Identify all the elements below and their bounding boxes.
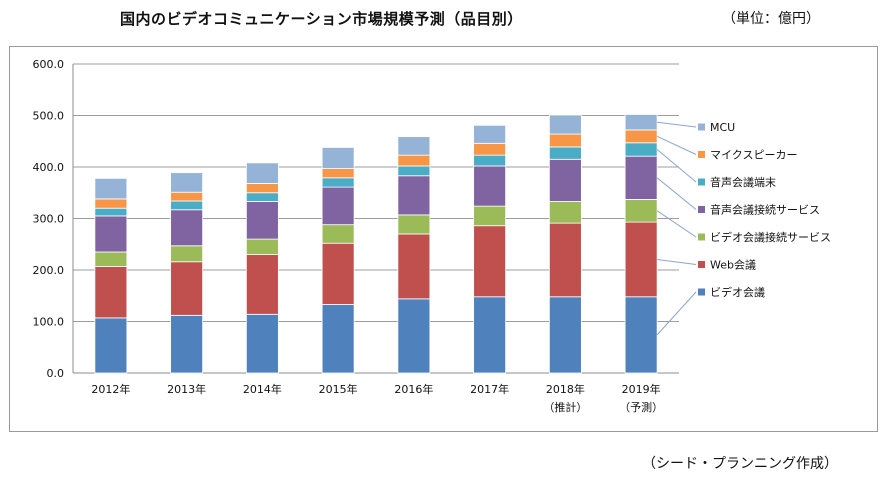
bar-segment [94, 207, 128, 217]
unit-label: （単位：億円） [722, 11, 820, 27]
bar-segment [473, 142, 507, 156]
bar-segment [397, 175, 431, 216]
bar-segment [321, 304, 355, 374]
bar-segment [94, 215, 128, 253]
stacked-bar-chart: 0.0 100.0 200.0 300.0 400.0 500.0 600.0 2012年 20… [33, 58, 832, 414]
bar-segment [170, 209, 204, 247]
bar-segment [170, 314, 204, 374]
bar-segment [170, 245, 204, 263]
bar-segment [245, 313, 279, 374]
bar-segment [624, 142, 658, 157]
legend-leader-line [656, 177, 697, 210]
x-tick-label: 2013年 [167, 382, 206, 396]
bar-segment [321, 147, 355, 169]
bar-segment [245, 254, 279, 315]
bar-segment [94, 317, 128, 374]
legend-swatch [698, 151, 705, 158]
bar-segment [624, 114, 658, 131]
bar-segment [548, 133, 582, 148]
bar-segment [473, 296, 507, 374]
legend-swatch [698, 178, 705, 186]
bar-segment [245, 201, 279, 240]
bar-segment [473, 205, 507, 227]
legend-swatch [698, 123, 705, 131]
y-tick-label: 600.0 [33, 58, 65, 71]
bar-segment [397, 298, 431, 374]
bar-segment [321, 224, 355, 244]
legend-leader-line [656, 291, 697, 336]
chart-title: 国内のビデオコミュニケーション市場規模予測（品目別） [120, 10, 523, 28]
bar-segment [170, 191, 204, 202]
bar-segment [548, 158, 582, 202]
bar-segment [397, 214, 431, 235]
y-tick-label: 0.0 [47, 367, 65, 380]
bar-segment [473, 165, 507, 207]
legend-leader-line [656, 149, 697, 183]
y-tick-label: 400.0 [33, 161, 65, 174]
x-tick-label: 2016年 [394, 382, 433, 396]
bar-segment [321, 168, 355, 179]
chart-frame: 0.0 100.0 200.0 300.0 400.0 500.0 600.0 2012年 20… [9, 46, 878, 432]
bar-segment [397, 154, 431, 167]
bar-segment [245, 192, 279, 202]
legend-label: 音声会議接続サービス [710, 203, 820, 217]
x-tick-label: 2012年 [91, 382, 130, 396]
bar-segment [321, 242, 355, 305]
y-tick-label: 300.0 [33, 213, 65, 226]
bar-segment [624, 199, 658, 223]
bar-segment [94, 198, 128, 209]
bar-segment [548, 114, 582, 135]
x-tick-label: （推計） [543, 400, 587, 414]
bar-segment [321, 177, 355, 188]
bar-segment [624, 221, 658, 298]
bar-segment [548, 146, 582, 160]
legend-leader-line [656, 135, 697, 155]
bar-segment [94, 177, 128, 200]
x-tick-label: （予測） [619, 400, 663, 414]
x-tick-label: 2019年 [622, 382, 661, 396]
legend-label: MCU [710, 121, 735, 134]
x-tick-label: 2014年 [243, 382, 282, 396]
legend-swatch [698, 206, 705, 213]
legend-swatch [698, 288, 705, 296]
bar-segment [397, 233, 431, 300]
legend-swatch [698, 261, 705, 268]
legend-label: ビデオ会議 [710, 285, 765, 299]
bar-segment [624, 155, 658, 200]
legend-leader-line [657, 121, 697, 128]
bar-segment [245, 183, 279, 194]
source-note: （シード・プランニング作成） [642, 456, 838, 472]
bar-segment [548, 296, 582, 374]
y-tick-label: 500.0 [33, 110, 65, 123]
bar-segment [170, 200, 204, 211]
legend-leader-line [656, 210, 697, 238]
bar-segment [473, 154, 507, 167]
bar-segment [397, 165, 431, 177]
legend-label: マイクスピーカー [710, 149, 797, 162]
bar-segment [245, 162, 279, 184]
x-tick-label: 2017年 [470, 382, 509, 396]
bar-segment [94, 265, 128, 319]
bar-segment [170, 261, 204, 316]
legend-label: 音声会議端末 [710, 175, 776, 189]
x-tick-label: 2015年 [319, 382, 358, 396]
legend-label: Web会議 [710, 258, 756, 272]
bar-segment [624, 296, 658, 374]
legend-leader-line [657, 258, 697, 265]
bar-segment [624, 129, 658, 144]
bar-segment [397, 136, 431, 156]
legend-swatch [698, 233, 705, 241]
y-tick-label: 200.0 [33, 264, 65, 277]
bar-segment [473, 225, 507, 298]
bar-segment [245, 238, 279, 255]
x-tick-label: 2018年 [546, 382, 585, 396]
bar-segment [321, 186, 355, 226]
y-tick-label: 100.0 [33, 316, 65, 329]
bar-segment [548, 222, 582, 298]
bar-segment [170, 172, 204, 193]
bar-segment [473, 124, 507, 144]
bar-segment [548, 201, 582, 224]
bar-segment [94, 251, 128, 267]
legend-label: ビデオ会議接続サービス [710, 230, 831, 244]
